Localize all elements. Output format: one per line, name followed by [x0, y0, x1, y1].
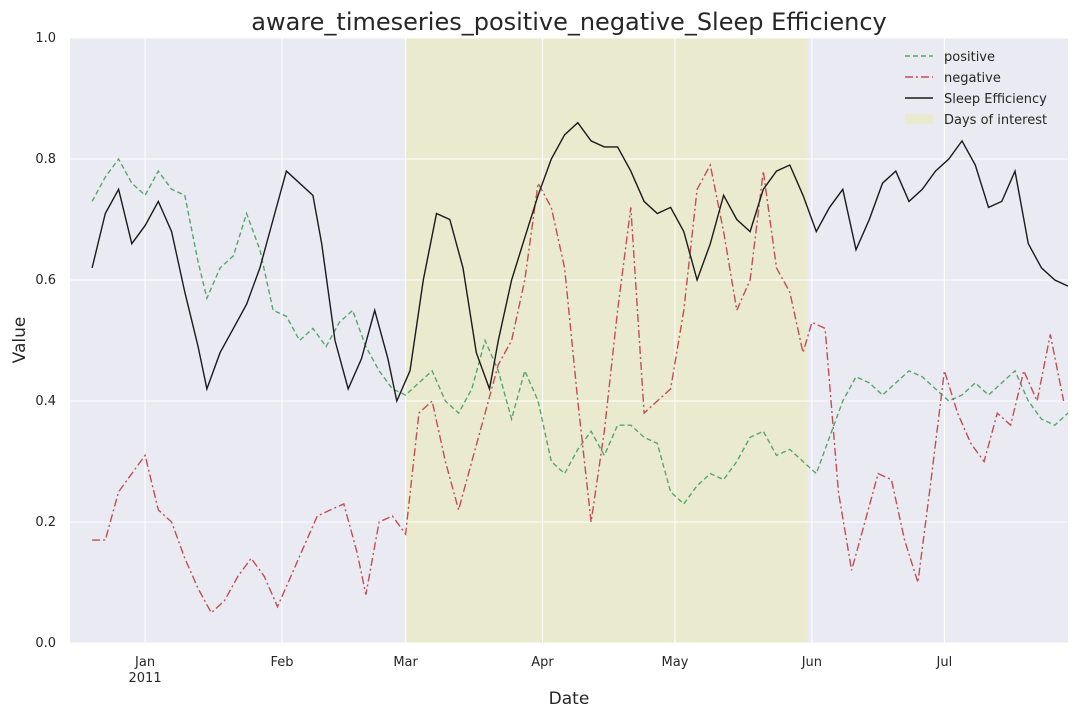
y-tick-label: 0.0	[35, 636, 56, 651]
legend-label: positive	[944, 50, 995, 65]
y-tick-label: 1.0	[35, 31, 56, 46]
y-tick-label: 0.8	[35, 152, 56, 167]
x-tick-label: Jul	[936, 655, 953, 670]
legend-swatch-days-of-interest	[905, 114, 933, 124]
legend: positive negative Sleep Efficiency Days of …	[905, 50, 1047, 128]
chart-title: aware_timeseries_positive_negative_Sleep…	[251, 8, 886, 36]
y-axis-title: Value	[10, 317, 30, 364]
x-tick-label: Feb	[270, 655, 293, 670]
series-line-sleep-efficiency	[91, 121, 1069, 404]
x-tick-label: Mar	[393, 655, 418, 670]
legend-label: Sleep Efficiency	[944, 92, 1047, 107]
x-tick-label: May	[662, 655, 689, 670]
series-line-positive	[91, 157, 1069, 505]
highlight-span	[405, 38, 808, 643]
series-line-negative	[92, 162, 1065, 614]
y-tick-label: 0.4	[35, 394, 56, 409]
x-axis-title: Date	[549, 689, 590, 709]
legend-label: Days of interest	[944, 113, 1047, 128]
y-tick-label: 0.2	[35, 515, 56, 530]
legend-label: negative	[944, 71, 1001, 86]
x-tick-label: Jun	[801, 655, 822, 670]
y-tick-label: 0.6	[35, 273, 56, 288]
x-tick-label: Apr	[531, 655, 554, 670]
x-tick-label: Jan	[134, 655, 155, 670]
x-tick-sublabel: 2011	[129, 671, 162, 686]
